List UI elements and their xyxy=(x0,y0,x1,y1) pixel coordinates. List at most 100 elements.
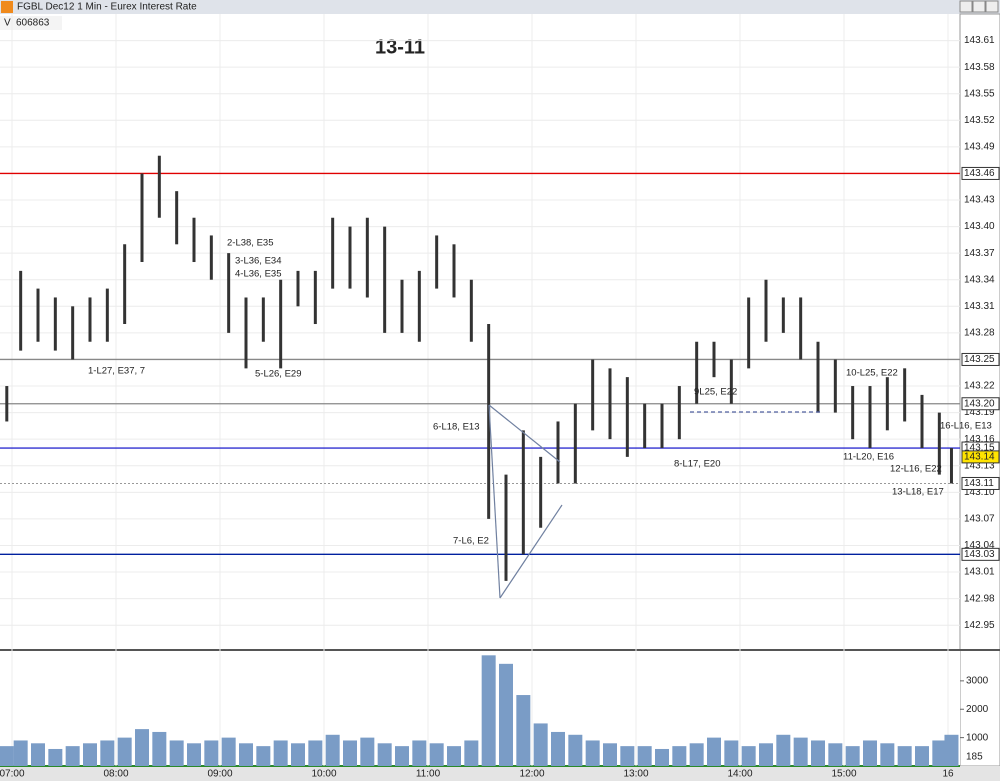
volume-bar xyxy=(811,740,825,766)
y-tick-label: 143.01 xyxy=(964,567,995,578)
volume-bar xyxy=(13,740,28,766)
app-icon[interactable] xyxy=(1,1,13,13)
level-label-box xyxy=(961,476,1000,490)
annotation: 12-L16, E22 xyxy=(890,464,942,475)
mode-box xyxy=(0,16,62,30)
y-tick-label: 143.55 xyxy=(964,88,995,99)
drawings xyxy=(488,404,820,599)
volume-bar xyxy=(828,743,843,766)
volume-bar xyxy=(481,655,496,766)
volume-last-label: 185 xyxy=(966,751,983,762)
volume-bar xyxy=(533,723,548,766)
volume-bar xyxy=(0,746,14,766)
level-label-box xyxy=(961,397,1000,411)
last-price-label: 143.14 xyxy=(964,452,995,463)
level-label: 143.03 xyxy=(964,549,995,560)
y-tick-label: 143.16 xyxy=(964,434,995,445)
volume-bar xyxy=(585,740,600,766)
volume-bar xyxy=(603,743,617,766)
volume-bar xyxy=(707,737,721,766)
volume-bar xyxy=(447,746,461,766)
annotation: 3-L36, E34 xyxy=(235,256,281,267)
volume-bar xyxy=(863,740,877,766)
volume-bar xyxy=(429,743,444,766)
volume-bar xyxy=(83,743,97,766)
x-tick-label: 10:00 xyxy=(311,769,336,780)
annotation: 5-L26, E29 xyxy=(255,369,301,380)
y-tick-label: 143.43 xyxy=(964,195,995,206)
volume-bar xyxy=(915,746,929,766)
y-tick-label: 143.58 xyxy=(964,62,995,73)
level-label-box xyxy=(961,547,1000,561)
y-tick-label: 143.61 xyxy=(964,35,995,46)
volume-bar xyxy=(897,746,912,766)
mode-label: V xyxy=(4,18,11,29)
grid xyxy=(0,14,960,766)
y-tick-label: 143.10 xyxy=(964,487,995,498)
volume-bar xyxy=(117,737,132,766)
annotation: 4-L36, E35 xyxy=(235,269,281,280)
volume-bar xyxy=(655,748,669,766)
trend-line xyxy=(499,504,563,599)
annotation: 16-L16, E13 xyxy=(940,421,992,432)
y-tick-label: 143.19 xyxy=(964,407,995,418)
y-tick-label: 143.34 xyxy=(964,274,995,285)
volume-bar xyxy=(724,740,739,766)
y-tick-label: 143.52 xyxy=(964,115,995,126)
y-tick-label: 143.13 xyxy=(964,460,995,471)
volume-bar xyxy=(759,743,773,766)
y-tick-label: 143.31 xyxy=(964,301,995,312)
annotation: 6-L18, E13 xyxy=(433,422,479,433)
minimize-button[interactable] xyxy=(959,0,973,13)
volume-bar xyxy=(944,734,959,766)
level-label: 143.25 xyxy=(964,354,995,365)
last-price-box xyxy=(961,450,1000,464)
y-tick-label: 143.22 xyxy=(964,381,995,392)
price-axis xyxy=(959,13,1000,767)
close-button[interactable] xyxy=(985,0,999,13)
x-tick-label: 15:00 xyxy=(831,769,856,780)
x-tick-label: 14:00 xyxy=(727,769,752,780)
volume-tick-label: 1000 xyxy=(966,732,989,743)
volume-bar xyxy=(880,743,895,766)
x-tick-label: 11:00 xyxy=(416,769,441,780)
volume-bar xyxy=(568,734,583,766)
volume-tick-label: 2000 xyxy=(966,704,989,715)
volume-bar xyxy=(291,743,305,766)
volume-bar xyxy=(464,740,479,766)
volume-bar xyxy=(31,743,45,766)
volume-bar xyxy=(637,746,652,766)
level-label-box xyxy=(961,166,1000,180)
restore-button[interactable] xyxy=(972,0,986,13)
volume-bar xyxy=(152,731,167,766)
marks xyxy=(0,155,960,766)
volume-bar xyxy=(100,740,115,766)
volume-bar xyxy=(377,743,392,766)
level-label: 143.15 xyxy=(964,443,995,454)
volume-bar xyxy=(516,695,531,766)
level-label: 143.46 xyxy=(964,168,995,179)
level-label: 143.20 xyxy=(964,398,995,409)
y-tick-label: 143.28 xyxy=(964,328,995,339)
y-tick-label: 143.49 xyxy=(964,142,995,153)
y-tick-label: 143.40 xyxy=(964,221,995,232)
annotation: 8-L17, E20 xyxy=(674,459,720,470)
volume-bar xyxy=(325,734,340,766)
volume-bar xyxy=(395,746,409,766)
y-tick-label: 142.95 xyxy=(964,620,995,631)
volume-bar xyxy=(239,743,253,766)
annotation: 9L25, E22 xyxy=(694,387,737,398)
annotation: 2-L38, E35 xyxy=(227,238,273,249)
volume-bar xyxy=(308,740,323,766)
annotation: 13-L18, E17 xyxy=(892,487,944,498)
volume-bar xyxy=(845,746,860,766)
trend-line xyxy=(488,404,561,463)
y-tick-label: 142.98 xyxy=(964,593,995,604)
volume-bar xyxy=(620,746,635,766)
y-tick-label: 143.07 xyxy=(964,514,995,525)
volume-bar xyxy=(187,743,201,766)
volume-bar xyxy=(412,740,427,766)
annotation: 10-L25, E22 xyxy=(846,368,898,379)
